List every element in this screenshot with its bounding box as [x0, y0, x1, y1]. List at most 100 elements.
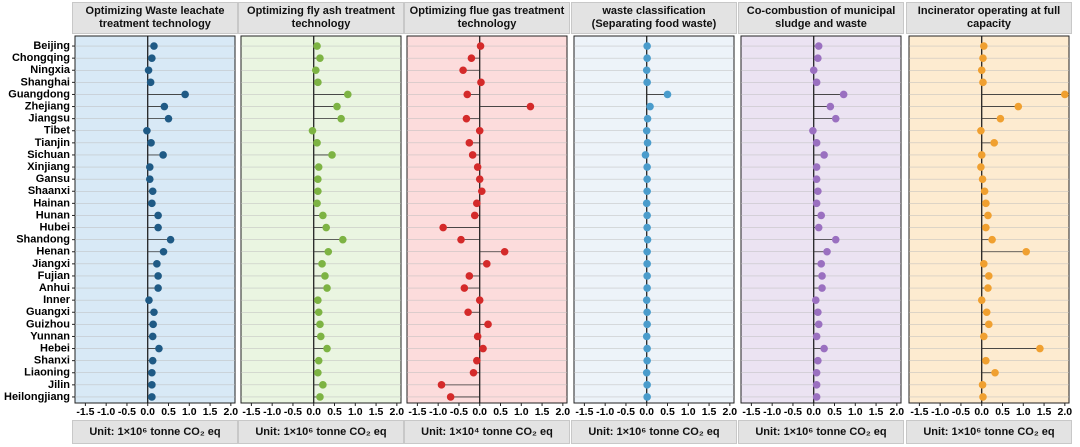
dot — [812, 368, 821, 377]
dot — [642, 126, 651, 135]
dot — [460, 284, 469, 292]
dot — [314, 175, 322, 183]
x-tick-label: 2.0 — [1058, 406, 1073, 418]
x-tick-label: -1.5 — [408, 406, 426, 418]
dot — [148, 199, 156, 208]
unit-label: Unit: 1×10⁴ tonne CO₂ eq — [404, 420, 570, 444]
dot — [155, 344, 163, 353]
dot — [323, 284, 331, 292]
dot — [314, 308, 323, 317]
y-tick-label: Shanghai — [20, 76, 70, 88]
y-tick-label: Fujian — [38, 270, 71, 282]
dot — [646, 102, 654, 111]
x-tick-label: -1.0 — [596, 406, 614, 418]
dot — [642, 368, 651, 377]
dot — [818, 272, 826, 280]
x-tick-label: -0.5 — [450, 406, 468, 418]
dot — [977, 163, 985, 171]
dot — [812, 78, 821, 87]
x-tick-label: -1.5 — [742, 406, 760, 418]
dot — [984, 211, 992, 220]
x-tick-label: 1.0 — [514, 406, 529, 418]
dot — [1061, 90, 1069, 99]
dot — [159, 247, 168, 256]
dot — [323, 344, 331, 353]
dot — [990, 139, 998, 147]
dot — [982, 356, 990, 365]
dot — [818, 284, 826, 292]
dot — [643, 381, 651, 389]
x-tick-label: -0.5 — [617, 406, 635, 418]
dot — [991, 368, 999, 377]
x-tick-label: 2.0 — [390, 406, 405, 418]
dot — [313, 42, 321, 50]
x-tick-label: 0.0 — [472, 406, 487, 418]
dot — [146, 175, 154, 183]
y-tick-label: Inner — [43, 294, 71, 306]
dot — [470, 211, 479, 220]
dot — [316, 54, 324, 62]
y-tick-label: Anhui — [39, 282, 70, 294]
dot — [159, 151, 167, 159]
y-tick-label: Sichuan — [27, 149, 70, 161]
dot — [146, 163, 154, 171]
y-tick-label: Tibet — [44, 125, 70, 137]
y-tick-label: Hubei — [39, 221, 70, 233]
dot — [316, 320, 324, 329]
x-tick-label: 1.5 — [1037, 406, 1052, 418]
y-tick-label: Henan — [36, 246, 70, 258]
dot — [643, 247, 651, 256]
dot — [643, 187, 651, 196]
dot — [153, 260, 161, 268]
x-tick-label: 0.0 — [140, 406, 155, 418]
dot — [980, 332, 988, 341]
dot — [150, 42, 158, 50]
x-tick-label: 0.5 — [493, 406, 508, 418]
dot — [820, 344, 828, 353]
y-tick-label: Jiangxi — [32, 258, 70, 270]
dot — [463, 90, 472, 99]
x-tick-label: 0.0 — [306, 406, 321, 418]
dot — [982, 223, 990, 232]
plot-area — [573, 35, 735, 404]
dot — [984, 272, 993, 280]
dot — [148, 187, 157, 196]
dot — [314, 296, 322, 304]
dot — [154, 223, 162, 232]
unit-label: Unit: 1×10⁶ tonne CO₂ eq — [906, 420, 1072, 444]
y-tick-label: Jiangsu — [28, 113, 70, 125]
x-tick-label: 0.0 — [806, 406, 821, 418]
y-tick-label: Guangdong — [8, 88, 70, 100]
panel-title: Co-combustion of municipal sludge and wa… — [738, 2, 904, 34]
dot — [643, 42, 651, 50]
dot — [462, 114, 471, 123]
y-tick-label: Shaanxi — [28, 185, 70, 197]
x-tick-label: 0.5 — [660, 406, 675, 418]
dot — [642, 296, 651, 304]
dot — [479, 344, 487, 353]
y-tick-label: Jilin — [48, 379, 70, 391]
dot — [314, 356, 323, 365]
x-tick-label: 2.0 — [890, 406, 905, 418]
dot — [181, 90, 189, 99]
x-tick-label: 1.0 — [848, 406, 863, 418]
dot — [809, 66, 818, 75]
dot — [996, 114, 1005, 123]
dot — [145, 296, 153, 304]
dot — [978, 381, 987, 389]
dot — [321, 272, 329, 280]
dot — [316, 393, 324, 401]
dot — [473, 356, 481, 365]
dot — [314, 368, 322, 377]
x-tick-label: 0.5 — [161, 406, 176, 418]
plot-area — [240, 35, 402, 404]
dot — [328, 151, 336, 159]
dot — [826, 102, 835, 111]
dot — [979, 78, 987, 87]
dot — [146, 78, 155, 87]
dot — [980, 260, 988, 268]
y-tick-label: Zhejiang — [25, 100, 70, 112]
dot — [314, 187, 322, 196]
dot — [500, 247, 509, 256]
dot — [166, 235, 175, 244]
